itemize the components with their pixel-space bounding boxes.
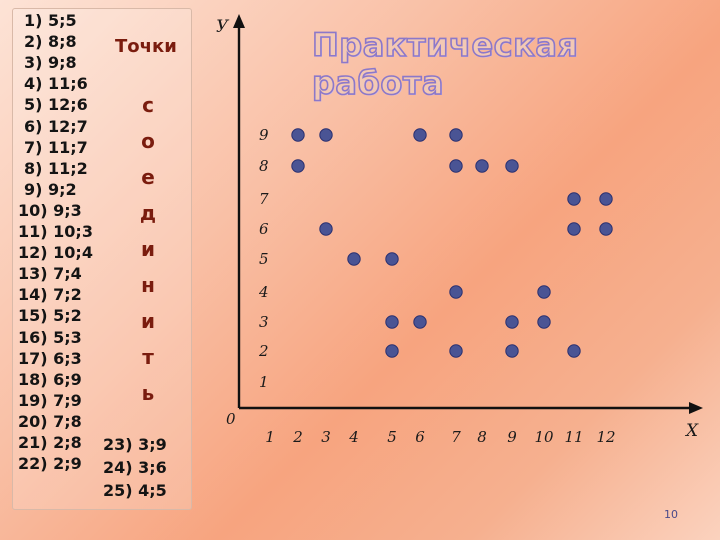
point-list-item: 2) 8;8: [24, 32, 77, 52]
point-list-item: 24) 3;6: [103, 458, 167, 477]
y-tick-label: 4: [258, 283, 269, 301]
plotted-point: [449, 128, 463, 142]
plotted-point: [537, 315, 551, 329]
instruction-letter: н: [141, 273, 155, 297]
x-axis-arrow: [689, 402, 703, 414]
plotted-point: [505, 159, 519, 173]
point-list-item: 18) 6;9: [18, 369, 82, 389]
x-tick-label: 10: [534, 428, 554, 446]
point-list-item: 7) 11;7: [24, 137, 88, 157]
plotted-point: [567, 344, 581, 358]
plotted-point: [449, 344, 463, 358]
point-list-item: 12) 10;4: [18, 243, 93, 263]
point-list-item: 6) 12;7: [24, 116, 88, 136]
plotted-point: [385, 252, 399, 266]
x-tick-label: 3: [321, 428, 331, 446]
x-tick-label: 4: [348, 428, 359, 446]
plotted-point: [567, 192, 581, 206]
point-list-item: 21) 2;8: [18, 433, 82, 452]
x-tick-label: 12: [596, 428, 615, 446]
plotted-point: [413, 315, 427, 329]
plotted-point: [567, 222, 581, 236]
y-tick-label: 8: [259, 157, 269, 175]
x-tick-label: 1: [265, 428, 275, 446]
y-tick-label: 3: [259, 313, 269, 331]
plotted-point: [291, 159, 305, 173]
instruction-letter: и: [140, 309, 155, 333]
y-axis-arrow: [233, 14, 245, 28]
instruction-letter: д: [139, 201, 157, 225]
y-tick-label: 6: [259, 220, 269, 238]
plotted-point: [385, 344, 399, 358]
plotted-point: [505, 315, 519, 329]
page-title: Практическая работа: [311, 25, 579, 103]
plotted-point: [347, 252, 361, 266]
point-list-item: 16) 5;3: [18, 327, 82, 347]
point-list-item: 9) 9;2: [24, 179, 77, 199]
x-tick-label: 5: [387, 428, 397, 446]
x-tick-label: 7: [451, 428, 461, 446]
point-list-item: 3) 9;8: [24, 53, 77, 73]
point-list-item: 22) 2;9: [18, 454, 82, 474]
points-header: Точки: [115, 36, 177, 57]
y-tick-label: 1: [259, 373, 269, 391]
point-list-item: 11) 10;3: [18, 222, 93, 241]
plotted-point: [475, 159, 489, 173]
plotted-point: [505, 344, 519, 358]
point-list-item: 15) 5;2: [18, 306, 82, 326]
plotted-point: [537, 285, 551, 299]
x-tick-label: 9: [507, 428, 517, 446]
plotted-point: [449, 159, 463, 173]
plotted-point: [599, 222, 613, 236]
x-tick-label: 6: [415, 428, 425, 446]
plotted-point: [319, 222, 333, 236]
point-list-item: 8) 11;2: [24, 158, 88, 178]
point-list-item: 17) 6;3: [18, 348, 82, 368]
y-axis-label: У: [216, 17, 230, 37]
point-list-item: 5) 12;6: [24, 95, 88, 115]
slide-number: 10: [664, 508, 678, 521]
x-axis-label: X: [684, 421, 699, 441]
plotted-point: [385, 315, 399, 329]
y-tick-label: 9: [259, 126, 269, 144]
x-tick-label: 2: [292, 428, 303, 446]
point-list-item: 25) 4;5: [103, 481, 167, 500]
point-list-item: 14) 7;2: [18, 285, 82, 305]
plotted-point: [319, 128, 333, 142]
x-tick-label: 11: [564, 428, 583, 446]
instruction-letter: о: [141, 129, 155, 153]
point-list-item: 1) 5;5: [24, 11, 77, 30]
points-list-panel: [12, 8, 192, 510]
point-list-item: 4) 11;6: [24, 74, 88, 94]
instruction-letter: с: [142, 93, 154, 117]
instruction-letter: т: [142, 345, 154, 369]
plotted-point: [291, 128, 305, 142]
x-tick-label: 8: [477, 428, 487, 446]
y-tick-label: 5: [259, 250, 269, 268]
point-list-item: 13) 7;4: [18, 264, 82, 284]
y-tick-label: 7: [259, 190, 269, 208]
point-list-item: 19) 7;9: [18, 390, 82, 410]
plotted-point: [599, 192, 613, 206]
instruction-letter: ь: [141, 381, 155, 405]
point-list-item: 23) 3;9: [103, 435, 167, 454]
y-tick-label: 2: [258, 342, 269, 360]
point-list-item: 10) 9;3: [18, 200, 82, 220]
point-list-item: 20) 7;8: [18, 411, 82, 431]
instruction-letter: е: [141, 165, 155, 189]
instruction-letter: и: [140, 237, 155, 261]
plotted-point: [449, 285, 463, 299]
plotted-point: [413, 128, 427, 142]
origin-label: 0: [226, 410, 236, 428]
